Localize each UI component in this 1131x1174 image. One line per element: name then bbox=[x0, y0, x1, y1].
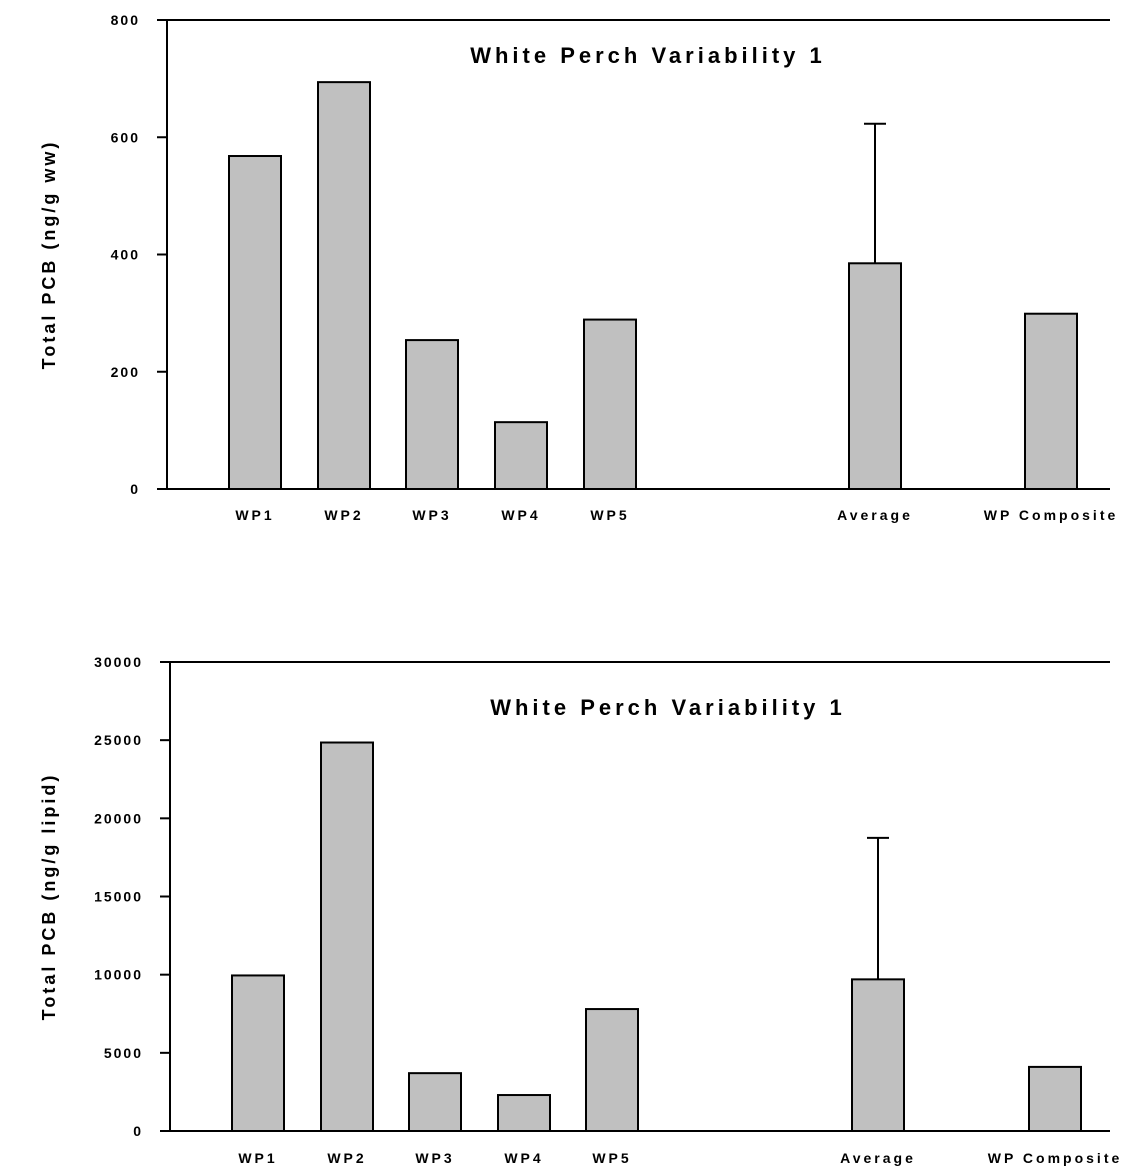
x-category-label: WP5 bbox=[592, 1150, 631, 1166]
y-axis-label: Total PCB (ng/g ww) bbox=[39, 140, 59, 370]
y-tick-label: 15000 bbox=[94, 889, 143, 905]
y-tick-label: 600 bbox=[111, 129, 140, 145]
chart-2: 0 5000 10000 15000 20000 25000 30000 Total PCB … bbox=[39, 654, 1123, 1166]
bar bbox=[317, 81, 371, 491]
bar bbox=[851, 978, 905, 1133]
chart-1: 0 200 400 600 800 Total PCB (ng/g ww) White Pe… bbox=[39, 12, 1119, 523]
bar bbox=[320, 741, 374, 1132]
x-category-label: WP2 bbox=[324, 507, 363, 523]
y-tick-label: 25000 bbox=[94, 732, 143, 748]
bar bbox=[848, 262, 902, 491]
bar bbox=[494, 421, 548, 491]
x-category-label: WP3 bbox=[412, 507, 451, 523]
bar bbox=[228, 155, 282, 490]
bar bbox=[583, 318, 637, 491]
bar bbox=[497, 1094, 551, 1132]
x-category-label: WP4 bbox=[501, 507, 540, 523]
x-category-label: WP3 bbox=[415, 1150, 454, 1166]
chart-title: White Perch Variability 1 bbox=[490, 695, 846, 720]
y-tick-label: 10000 bbox=[94, 967, 143, 983]
bar bbox=[585, 1008, 639, 1132]
x-category-label: WP1 bbox=[235, 507, 274, 523]
y-tick-label: 400 bbox=[111, 247, 140, 263]
x-category-label: Average bbox=[840, 1150, 916, 1166]
chart-title: White Perch Variability 1 bbox=[470, 43, 826, 68]
y-tick-label: 800 bbox=[111, 12, 140, 28]
x-category-label: WP2 bbox=[327, 1150, 366, 1166]
y-tick-label: 30000 bbox=[94, 654, 143, 670]
bar bbox=[405, 339, 459, 490]
y-tick-label: 200 bbox=[111, 364, 140, 380]
bar bbox=[408, 1072, 462, 1132]
y-tick-label: 5000 bbox=[104, 1045, 143, 1061]
y-tick-label: 0 bbox=[133, 1123, 143, 1139]
x-category-label: WP4 bbox=[504, 1150, 543, 1166]
x-category-label: WP Composite bbox=[984, 507, 1119, 523]
bar bbox=[231, 974, 285, 1132]
bar bbox=[1028, 1065, 1082, 1132]
x-category-label: WP Composite bbox=[988, 1150, 1123, 1166]
x-category-label: Average bbox=[837, 507, 913, 523]
y-axis-label: Total PCB (ng/g lipid) bbox=[39, 773, 59, 1021]
y-tick-label: 20000 bbox=[94, 810, 143, 826]
x-category-label: WP5 bbox=[590, 507, 629, 523]
y-tick-label: 0 bbox=[130, 481, 140, 497]
x-category-label: WP1 bbox=[238, 1150, 277, 1166]
bar bbox=[1024, 312, 1078, 490]
